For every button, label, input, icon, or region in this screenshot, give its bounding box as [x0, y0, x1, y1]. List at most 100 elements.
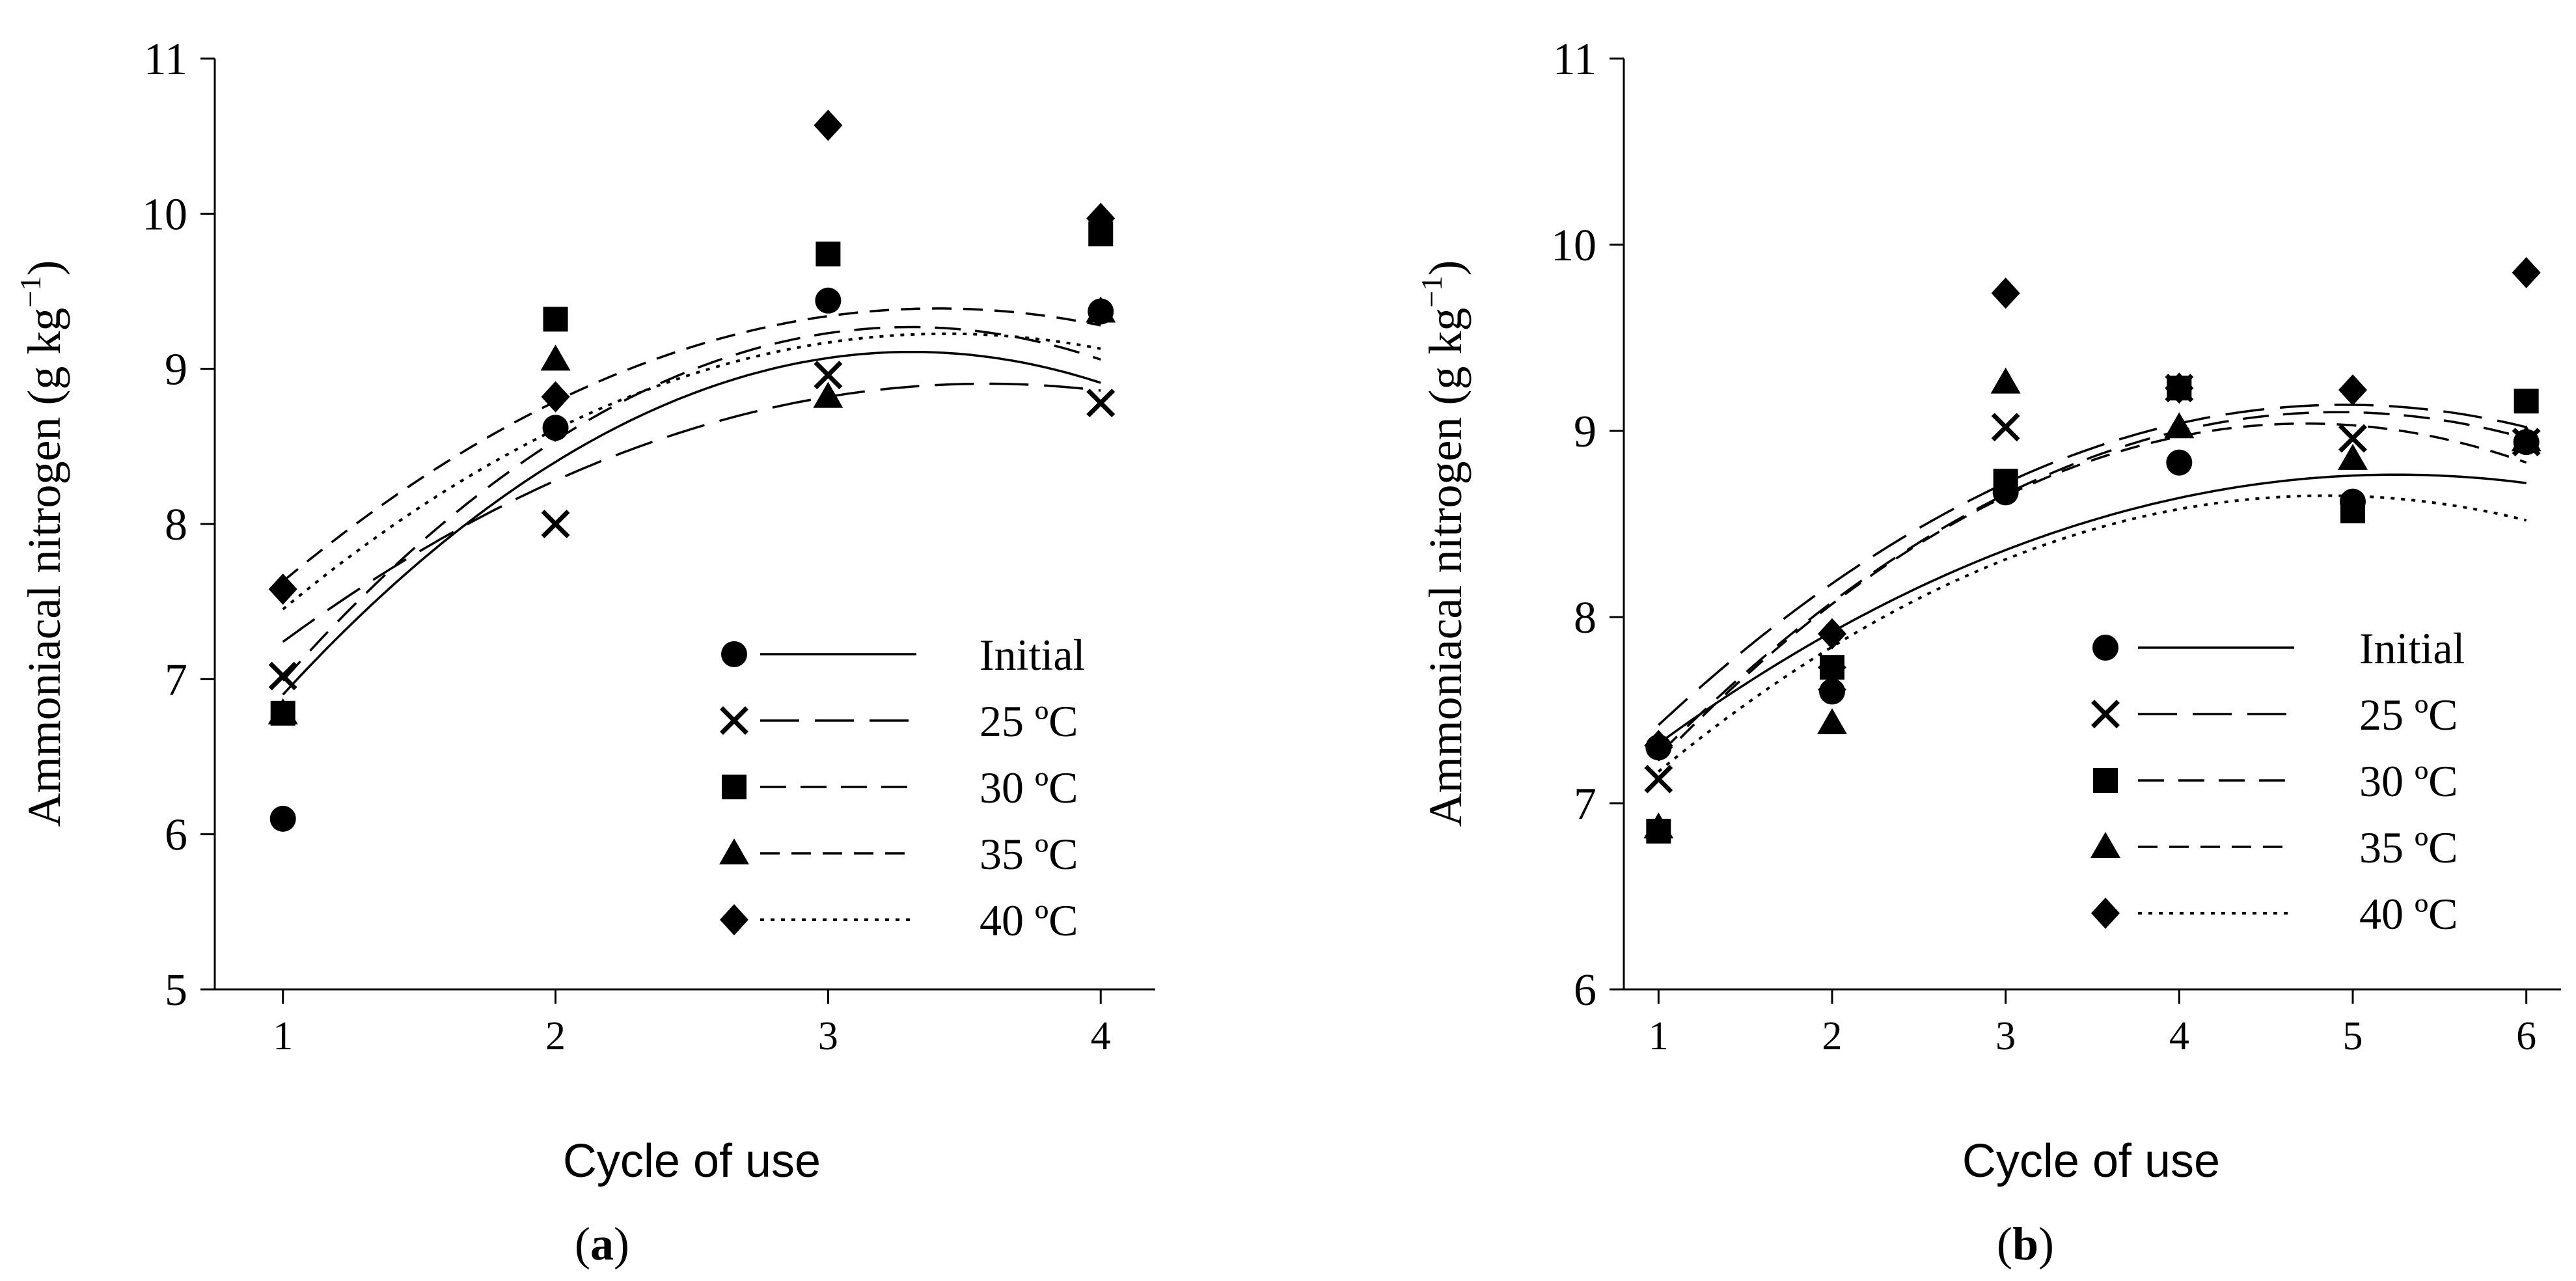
y-tick-label: 6 — [1574, 965, 1596, 1015]
data-point-diamond — [814, 109, 843, 141]
data-point-diamond — [1991, 277, 2020, 309]
data-point-square — [1993, 469, 2018, 494]
x-tick-label: 3 — [1995, 1014, 2016, 1058]
legend-marker-triangle — [719, 838, 749, 864]
fit-line-triangle — [282, 307, 1101, 583]
y-axis-label: Ammoniacal nitrogen (g kg−1) — [14, 260, 70, 827]
data-point-cross — [1644, 764, 1673, 793]
y-tick-label: 11 — [144, 34, 187, 85]
x-tick-label: 1 — [273, 1014, 293, 1058]
y-tick-label: 9 — [1574, 407, 1596, 457]
data-point-triangle — [2338, 443, 2368, 470]
data-point-diamond — [541, 381, 570, 413]
y-tick-label: 7 — [1574, 779, 1596, 829]
y-tick-label: 8 — [1574, 593, 1596, 643]
data-point-diamond — [1644, 730, 1673, 762]
legend-label: Initial — [980, 630, 1085, 680]
data-point-cross — [814, 361, 843, 390]
y-tick-label: 10 — [142, 189, 187, 240]
legend-marker-cross — [720, 706, 748, 735]
x-tick-label: 1 — [1649, 1014, 1669, 1058]
data-point-circle — [815, 287, 842, 314]
data-point-diamond — [2338, 374, 2367, 406]
x-tick-label: 5 — [2343, 1014, 2363, 1058]
fit-line-circle — [1658, 473, 2527, 745]
legend-marker-square — [2093, 768, 2118, 793]
data-point-triangle — [540, 344, 571, 371]
y-tick-label: 10 — [1551, 221, 1596, 271]
y-tick-label: 11 — [1553, 34, 1596, 85]
legend-marker-diamond — [2091, 898, 2120, 929]
x-tick-label: 4 — [2169, 1014, 2189, 1058]
fit-line-square — [1658, 411, 2527, 756]
x-tick-label: 6 — [2516, 1014, 2536, 1058]
fit-line-circle — [282, 350, 1101, 696]
x-axis-label: Cycle of use — [563, 1135, 821, 1187]
data-point-square — [1820, 655, 1844, 680]
x-tick-label: 2 — [545, 1014, 566, 1058]
legend-marker-circle — [2092, 635, 2118, 661]
legend-label: 35 ºC — [980, 829, 1078, 879]
legend-marker-cross — [2091, 700, 2120, 728]
legend-label: 30 ºC — [2359, 756, 2458, 806]
x-tick-label: 3 — [818, 1014, 838, 1058]
legend-marker-square — [722, 775, 747, 799]
fit-line-diamond — [1658, 494, 2527, 773]
data-point-square — [543, 307, 568, 332]
fit-line-diamond — [282, 332, 1101, 611]
data-point-triangle — [1086, 296, 1116, 323]
data-point-diamond — [1818, 618, 1846, 650]
fit-line-triangle — [1658, 422, 2527, 762]
x-axis-label: Cycle of use — [1962, 1135, 2220, 1187]
data-point-cross — [2338, 424, 2367, 453]
data-point-cross — [1991, 413, 2020, 442]
data-point-square — [2340, 498, 2365, 523]
data-point-triangle — [1817, 708, 1847, 735]
legend-marker-circle — [721, 641, 747, 667]
data-point-circle — [269, 805, 296, 832]
legend-label: 30 ºC — [980, 763, 1078, 812]
data-point-cross — [541, 510, 570, 538]
legend-label: 25 ºC — [2359, 690, 2458, 739]
data-point-square — [815, 241, 841, 267]
panel-label: (b) — [1997, 1218, 2054, 1270]
data-point-triangle — [2511, 425, 2542, 452]
data-point-triangle — [1990, 367, 2021, 394]
legend-label: Initial — [2359, 624, 2465, 673]
data-point-square — [2514, 389, 2539, 414]
y-tick-label: 7 — [165, 655, 187, 705]
data-point-circle — [1819, 678, 1845, 705]
data-point-circle — [2166, 449, 2193, 476]
legend-label: 25 ºC — [980, 696, 1078, 746]
data-point-triangle — [267, 698, 298, 724]
x-tick-label: 4 — [1091, 1014, 1111, 1058]
data-point-diamond — [268, 573, 297, 605]
data-point-triangle — [2164, 412, 2195, 439]
data-point-triangle — [1643, 812, 1674, 839]
legend-marker-triangle — [2090, 832, 2120, 858]
y-tick-label: 5 — [165, 965, 187, 1015]
y-tick-label: 9 — [165, 345, 187, 395]
data-point-triangle — [813, 381, 843, 408]
data-point-cross — [1086, 389, 1116, 418]
legend-marker-diamond — [720, 904, 748, 935]
y-axis-label: Ammoniacal nitrogen (g kg−1) — [1415, 260, 1472, 827]
data-point-circle — [542, 415, 569, 441]
y-tick-label: 8 — [165, 500, 187, 550]
fit-line-cross — [1658, 404, 2527, 726]
legend-label: 40 ºC — [2359, 889, 2458, 939]
data-point-diamond — [1086, 202, 1116, 234]
legend-label: 35 ºC — [2359, 823, 2458, 872]
legend-label: 40 ºC — [980, 896, 1078, 945]
fit-line-cross — [282, 382, 1101, 643]
data-point-diamond — [2512, 256, 2541, 288]
data-point-diamond — [2165, 372, 2194, 404]
x-tick-label: 2 — [1822, 1014, 1843, 1058]
data-point-cross — [268, 661, 297, 691]
panel-label: (a) — [575, 1218, 629, 1270]
y-tick-label: 6 — [165, 810, 187, 861]
